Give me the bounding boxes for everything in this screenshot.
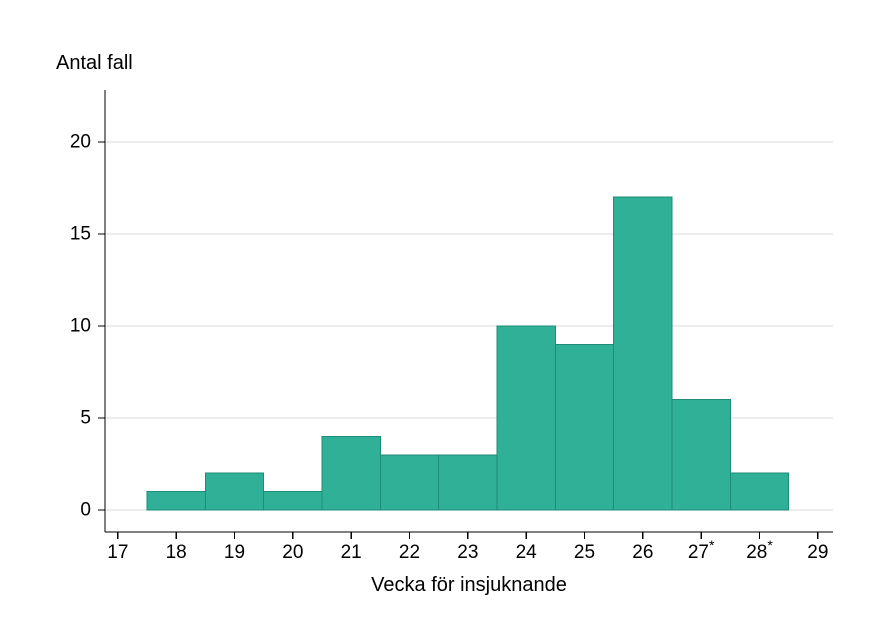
bar	[438, 454, 498, 511]
bar	[613, 196, 673, 511]
x-tick-label: 21	[341, 542, 362, 563]
x-tick-label: 26	[632, 542, 653, 563]
x-tick-label: 29	[807, 542, 828, 563]
x-tick-label: 25	[574, 542, 595, 563]
x-tick-label: 23	[457, 542, 478, 563]
x-tick-label: 20	[282, 542, 303, 563]
x-tick-label: 22	[399, 542, 420, 563]
y-tick-label: 20	[70, 132, 91, 153]
bar	[554, 343, 615, 511]
bar	[263, 491, 323, 511]
bar	[146, 491, 206, 511]
x-tick-label: 19	[224, 542, 245, 563]
bar	[729, 472, 790, 511]
x-tick-label: 28*	[746, 537, 773, 563]
bar	[496, 325, 556, 511]
y-axis-title: Antal fall	[56, 52, 133, 74]
y-tick-label: 5	[80, 408, 91, 429]
x-tick-label: 17	[107, 542, 128, 563]
bar	[204, 472, 265, 511]
bar	[671, 399, 731, 511]
y-tick-label: 10	[70, 316, 91, 337]
x-tick-label: 27*	[688, 537, 715, 563]
x-axis-title: Vecka för insjuknande	[371, 574, 567, 596]
bar	[321, 435, 381, 511]
bar	[379, 454, 440, 511]
x-tick-label: 24	[516, 542, 538, 563]
y-tick-label: 0	[80, 500, 91, 521]
x-tick-label: 18	[166, 542, 187, 563]
y-tick-label: 15	[70, 224, 91, 245]
